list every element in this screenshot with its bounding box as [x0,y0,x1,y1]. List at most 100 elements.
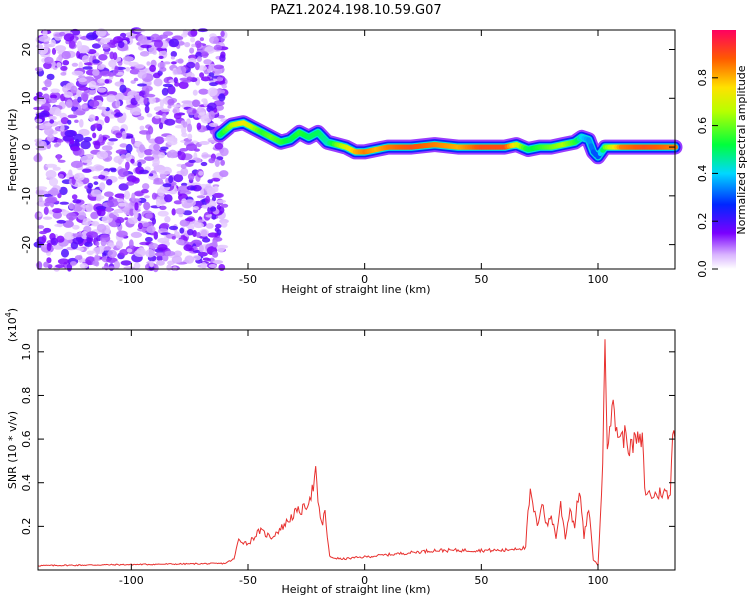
noise-blob [98,54,108,61]
noise-blob [35,118,43,123]
noise-blob [37,212,43,217]
x-tick-label: -100 [119,574,144,587]
noise-blob [178,81,189,89]
noise-blob [131,192,136,202]
noise-blob [200,262,208,269]
noise-blob [212,251,219,258]
noise-blob [132,112,142,116]
noise-blob [157,61,166,69]
noise-blob [38,35,51,43]
colorbar-label: Normalized spectral amplitude [735,65,748,234]
spectrogram-y-ticks: 20 10 0 -10 -20 [20,43,675,254]
noise-blob [126,98,131,106]
noise-blob [55,264,65,269]
noise-blob [98,174,106,180]
noise-blob [199,37,204,42]
noise-blob [95,197,102,202]
noise-blob [168,225,179,231]
noise-blob [95,38,102,42]
noise-blob [60,117,69,125]
noise-blob [143,96,148,105]
noise-blob [70,261,77,266]
noise-blob [122,112,127,121]
noise-blob [170,56,175,60]
noise-blob [121,130,127,140]
noise-blob [110,111,116,115]
noise-blob [158,169,165,175]
snr-series [37,339,676,568]
noise-blob [100,38,111,44]
noise-blob [200,76,211,82]
noise-blob [144,195,150,199]
noise-blob [56,62,62,68]
noise-blob [154,136,165,145]
noise-blob [215,223,222,229]
noise-blob [106,257,118,264]
x-tick-label: 0 [361,574,368,587]
noise-blob [162,83,173,88]
noise-blob [92,247,104,255]
snr-panel: -100 -50 0 50 100 0.2 0.4 0.6 0.8 1.0 Height of … [4,308,676,596]
noise-blob [161,108,170,113]
noise-blob [72,237,84,245]
noise-blob [137,222,143,230]
noise-blob [114,260,120,269]
noise-blob [80,140,91,150]
noise-blob [191,43,196,48]
noise-blob [100,239,107,247]
noise-blob [91,43,101,49]
spectrogram-frame [37,29,676,270]
noise-blob [128,91,139,96]
noise-blob [116,230,128,238]
noise-blob [36,97,47,105]
noise-blob [50,39,56,47]
noise-blob [143,149,154,156]
noise-blob [145,87,150,96]
noise-blob [157,152,166,159]
noise-blob [125,161,130,171]
noise-blob [129,208,135,217]
noise-blob [92,175,101,180]
noise-blob [95,165,105,171]
noise-blob [134,249,146,257]
noise-blob [210,206,217,212]
noise-blob [219,170,229,178]
spectrogram-ridge [212,115,683,165]
noise-blob [56,138,64,143]
noise-blob [115,71,125,76]
noise-blob [33,106,45,111]
noise-blob [218,264,226,271]
noise-blob [115,240,123,249]
noise-blob [216,199,227,204]
noise-blob [168,149,178,159]
noise-blob [54,108,62,117]
noise-blob [158,34,168,39]
noise-blob [142,183,150,190]
noise-blob [140,44,152,49]
noise-blob [122,96,129,101]
noise-blob [68,169,73,177]
noise-blob [81,55,90,63]
noise-blob [214,142,224,150]
noise-blob [162,183,172,188]
noise-blob [56,219,66,224]
noise-blob [98,134,103,143]
noise-blob [94,254,100,262]
noise-blob [168,175,174,184]
noise-blob [200,229,208,237]
snr-y-ticks: 0.2 0.4 0.6 0.8 1.0 [20,343,675,535]
noise-blob [90,189,102,197]
noise-blob [221,203,229,208]
noise-blob [63,33,75,42]
noise-blob [108,59,117,68]
noise-blob [219,54,226,62]
y-tick-label: -20 [20,236,33,254]
y-tick-label: 0.2 [20,518,33,536]
noise-blob [164,250,176,257]
noise-blob [84,241,93,247]
noise-blob [154,252,166,257]
noise-blob [153,39,164,48]
noise-blob [140,39,152,44]
noise-blob [167,104,172,109]
